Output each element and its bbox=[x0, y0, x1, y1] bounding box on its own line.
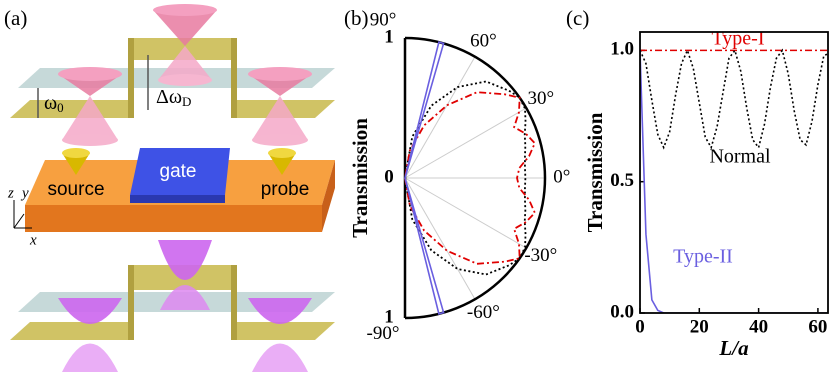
panel-label: (b) bbox=[344, 6, 369, 30]
line-series bbox=[640, 48, 828, 150]
slab-front bbox=[25, 205, 322, 232]
grid-spoke bbox=[404, 177, 527, 249]
cone-left bbox=[58, 67, 122, 146]
step-plane bbox=[10, 100, 130, 118]
gate-front bbox=[130, 195, 225, 203]
step-plane bbox=[235, 322, 335, 340]
y-tick-label: 1.0 bbox=[610, 39, 634, 60]
grid-spoke bbox=[404, 177, 476, 300]
x-tick-label: 0 bbox=[635, 316, 645, 337]
r-tick-label: 1 bbox=[384, 306, 394, 327]
omega-label: ω0 bbox=[44, 92, 64, 115]
gate-label: gate bbox=[160, 161, 197, 182]
cone-center bbox=[153, 4, 217, 86]
x-axis-label: L/a bbox=[718, 336, 748, 360]
theta-tick-label: -90° bbox=[367, 323, 400, 344]
source-label: source bbox=[47, 179, 104, 200]
y-tick-label: 0.5 bbox=[610, 170, 634, 191]
source-tip bbox=[62, 148, 90, 175]
panel-label: (a) bbox=[4, 6, 27, 30]
outer-arc bbox=[404, 36, 547, 320]
theta-tick-label: 60° bbox=[470, 31, 497, 52]
paraboloid bbox=[252, 343, 308, 372]
paraboloid bbox=[158, 240, 212, 280]
y-axis-label: Transmission bbox=[583, 112, 607, 232]
step-wall bbox=[231, 265, 237, 340]
series-label: Type-I bbox=[711, 28, 764, 50]
panel-label: (c) bbox=[566, 6, 589, 30]
step-plane bbox=[130, 38, 235, 60]
r-tick-label: 0 bbox=[384, 166, 394, 187]
paraboloid bbox=[62, 343, 118, 372]
y-axis-label: Transmission bbox=[348, 118, 372, 238]
step-wall bbox=[231, 38, 237, 118]
polar-curve bbox=[404, 80, 527, 276]
omega: ω bbox=[44, 92, 57, 114]
paraboloid bbox=[248, 298, 312, 324]
paraboloid bbox=[58, 298, 122, 324]
panel-a: (a) ω0 ΔωD gate source bbox=[4, 4, 335, 372]
axis-z-label: z bbox=[7, 185, 14, 201]
step-wall bbox=[128, 38, 134, 118]
series-label: Normal bbox=[709, 146, 771, 168]
polar-curve bbox=[404, 41, 445, 315]
line-series bbox=[640, 50, 828, 313]
grid-spoke bbox=[404, 107, 527, 179]
axis-y-label: y bbox=[20, 185, 29, 201]
step-plane bbox=[10, 322, 130, 340]
r-tick-label: 1 bbox=[384, 26, 394, 47]
delta-sub: D bbox=[182, 94, 191, 109]
series-label: Type-II bbox=[673, 246, 733, 268]
omega-sub: 0 bbox=[57, 100, 64, 115]
delta: Δω bbox=[156, 86, 182, 108]
cone-right bbox=[248, 67, 312, 146]
x-tick-label: 40 bbox=[749, 316, 768, 337]
slab-side bbox=[322, 160, 335, 232]
delta-label: ΔωD bbox=[156, 86, 191, 109]
polar-curve bbox=[404, 91, 536, 265]
axis-y bbox=[13, 213, 25, 229]
probe-tip bbox=[268, 148, 296, 175]
plot-frame bbox=[639, 31, 829, 314]
theta-tick-label: -30° bbox=[524, 245, 557, 266]
axis-x-label: x bbox=[29, 232, 37, 248]
paraboloid bbox=[160, 285, 210, 310]
x-tick-label: 20 bbox=[690, 316, 709, 337]
gate-block bbox=[130, 148, 230, 195]
theta-tick-label: 0° bbox=[553, 166, 570, 187]
grid-spoke bbox=[404, 56, 476, 179]
theta-tick-label: 90° bbox=[370, 10, 397, 31]
theta-tick-label: 30° bbox=[527, 88, 554, 109]
step-wall bbox=[128, 265, 134, 340]
theta-tick-label: -60° bbox=[467, 302, 500, 323]
y-tick-label: 0.0 bbox=[610, 301, 634, 322]
probe-label: probe bbox=[261, 179, 310, 200]
x-tick-label: 60 bbox=[808, 316, 827, 337]
